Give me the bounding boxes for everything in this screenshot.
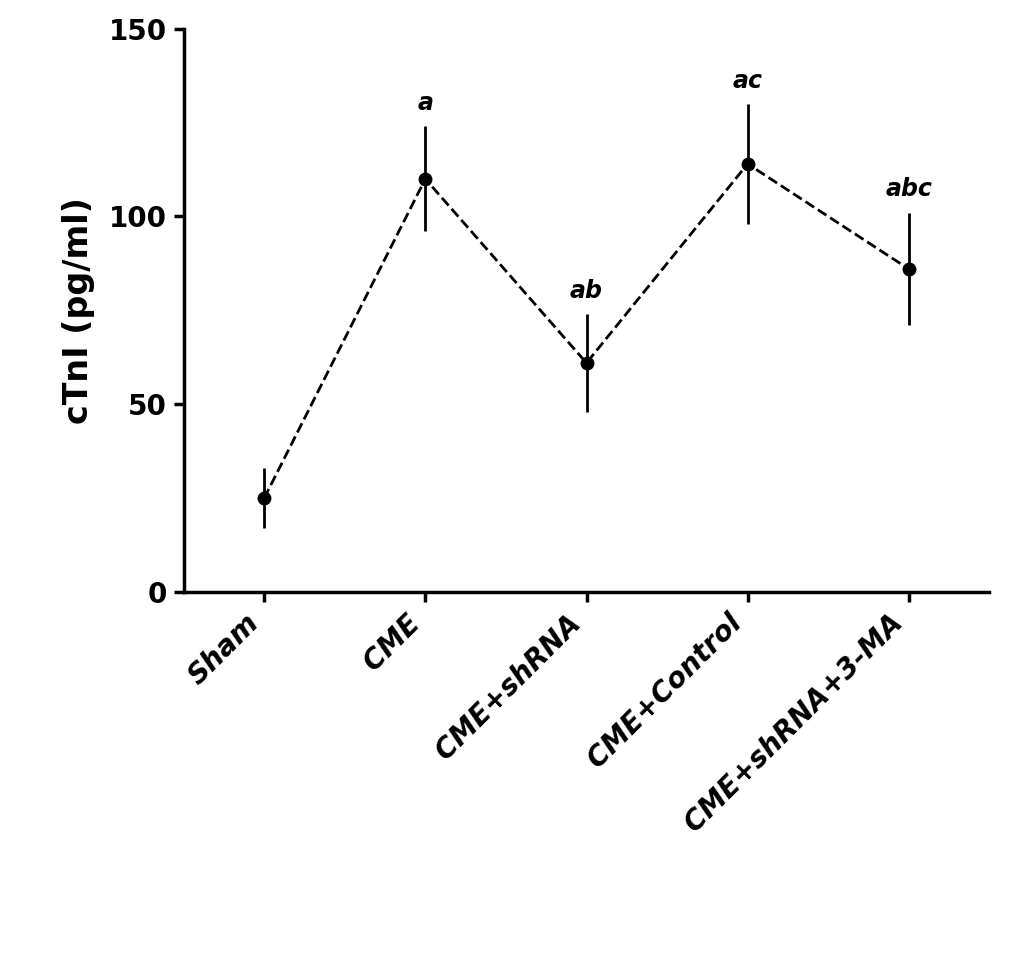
Text: a: a [417,91,433,115]
Text: ab: ab [570,279,602,303]
Y-axis label: cTnI (pg/ml): cTnI (pg/ml) [62,197,95,424]
Text: abc: abc [884,178,931,202]
Text: ac: ac [732,69,762,93]
